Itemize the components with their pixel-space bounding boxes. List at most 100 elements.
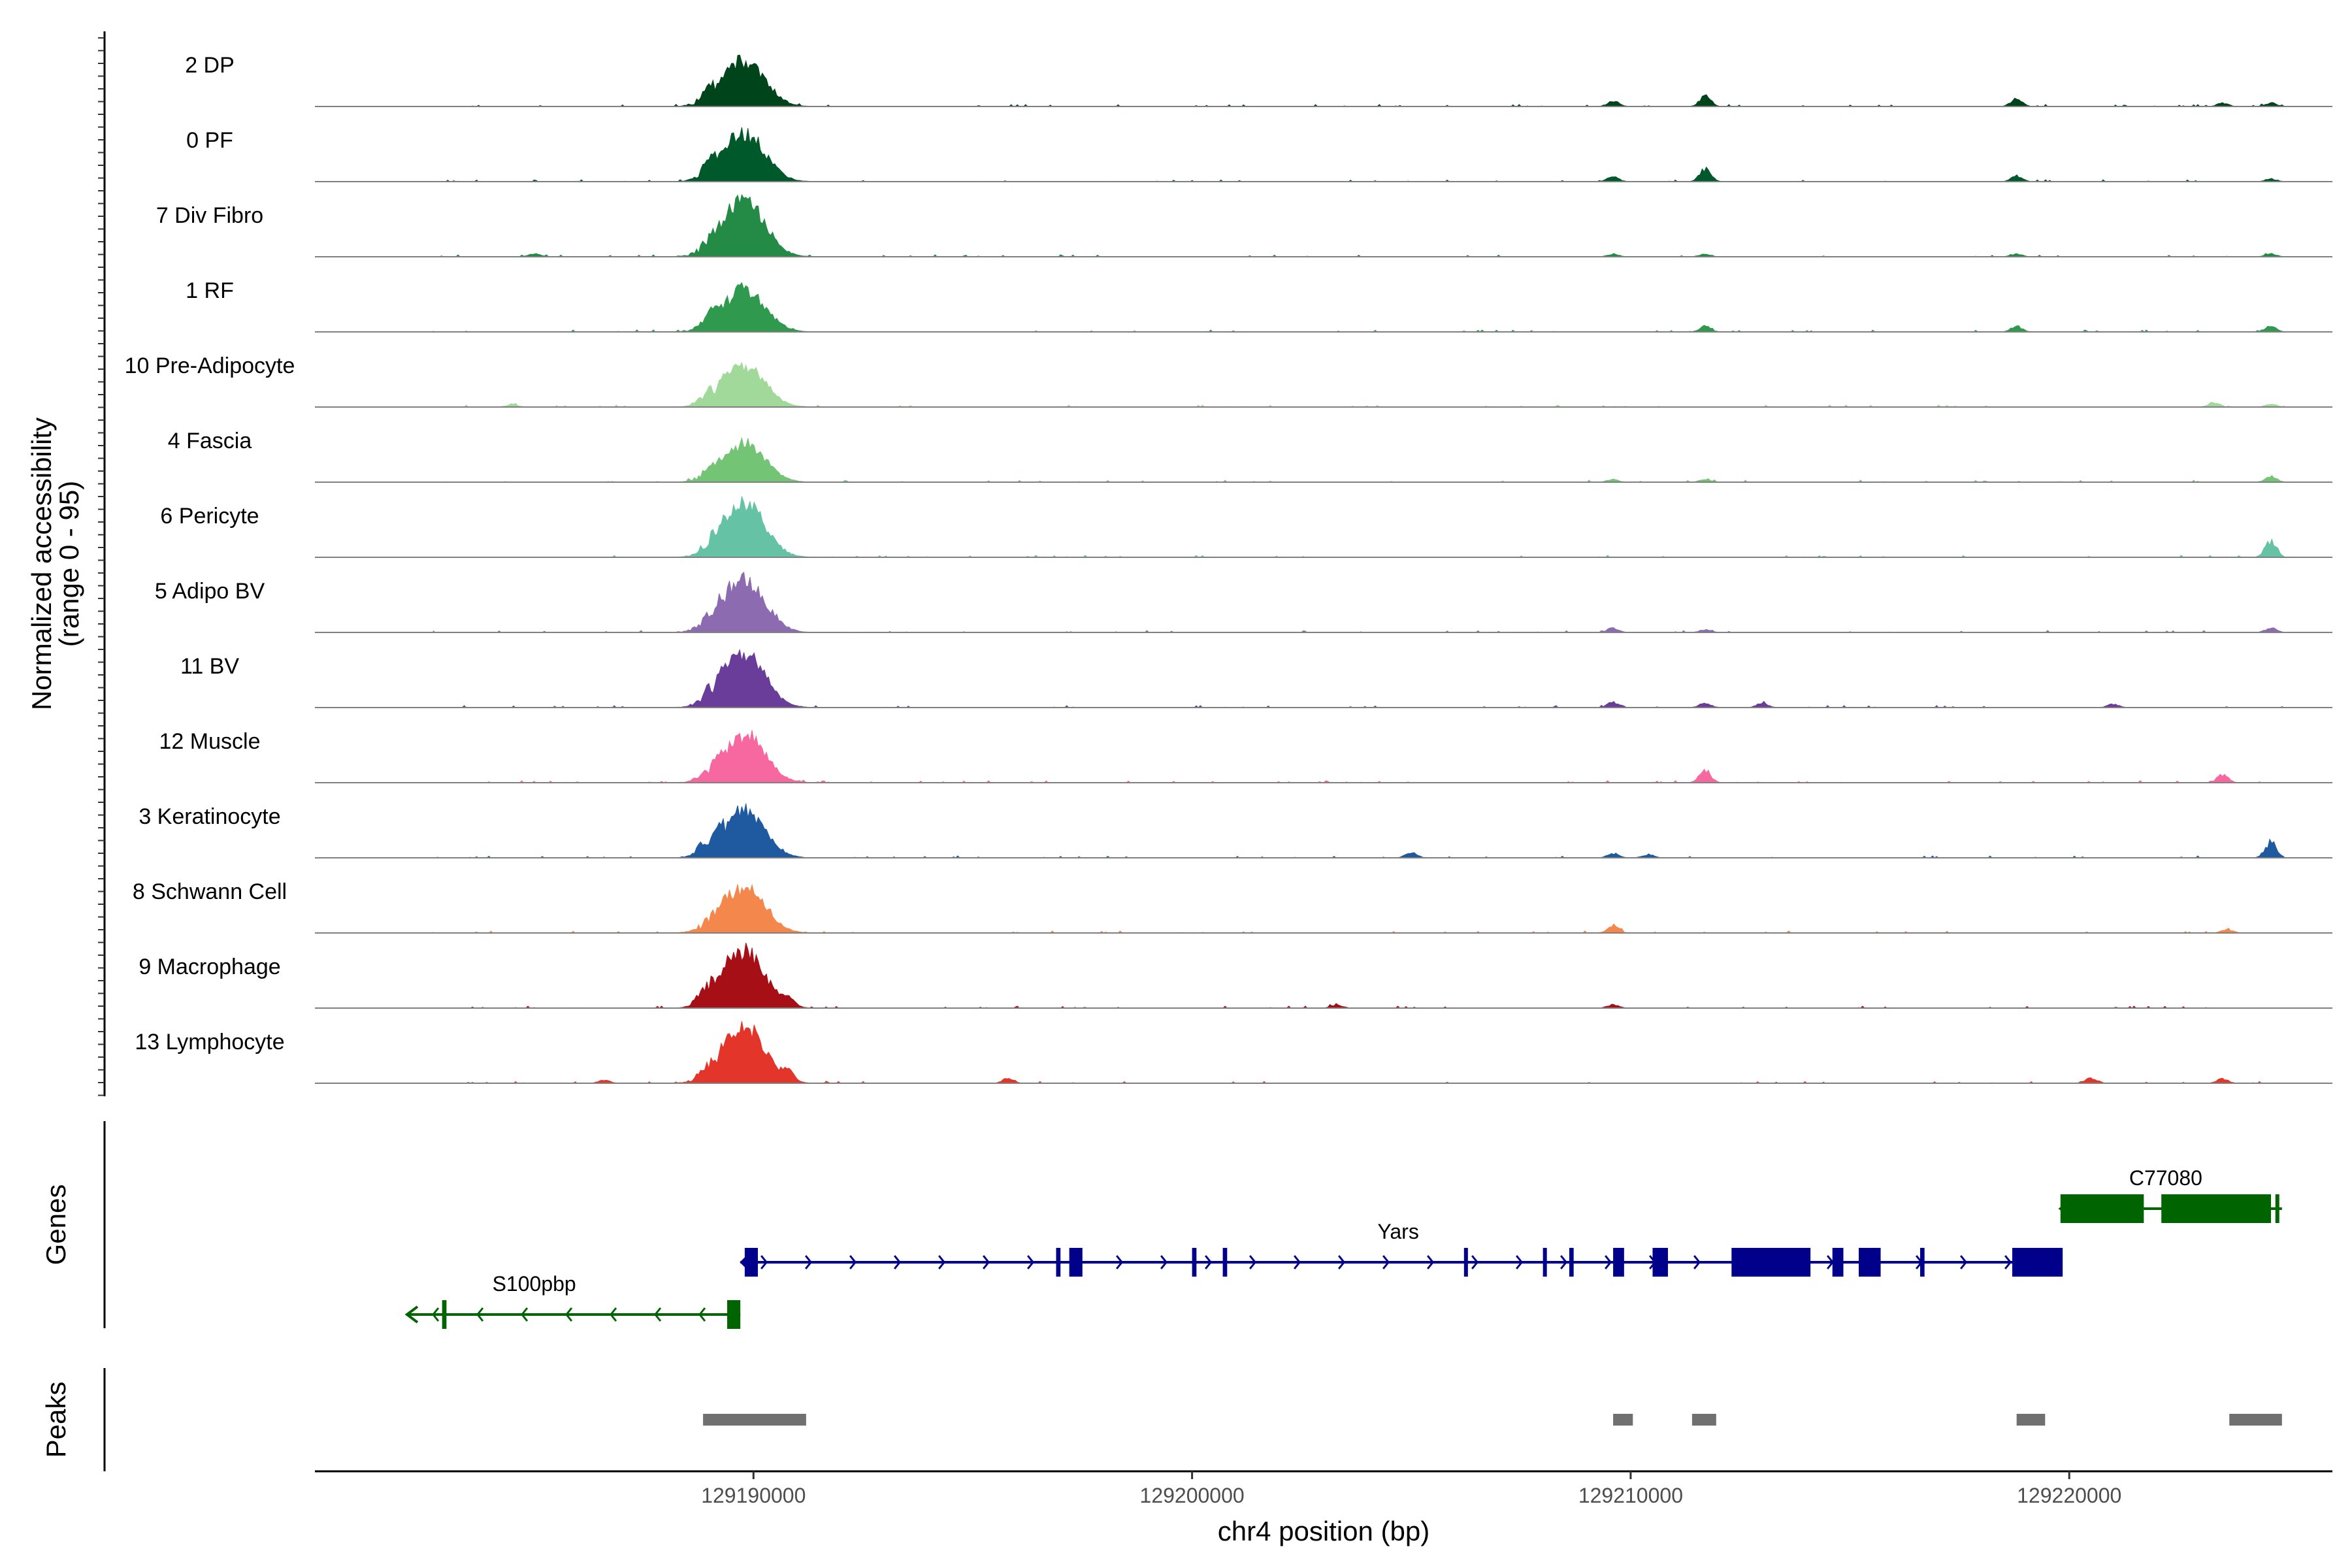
exon: [1858, 1248, 1881, 1277]
track-label: 4 Fascia: [168, 429, 252, 453]
strand-arrow: [432, 1307, 440, 1322]
exon: [1652, 1248, 1668, 1277]
strand-arrow: [1249, 1255, 1257, 1269]
peak-region: [703, 1414, 806, 1426]
track-label: 5 Adipo BV: [155, 579, 265, 604]
x-axis: chr4 position (bp) 129190000 129200000 129…: [315, 1470, 2332, 1546]
genes-panel-title: Genes: [41, 1184, 71, 1266]
strand-arrow: [1115, 1255, 1124, 1269]
exon: [1919, 1248, 1925, 1277]
exon: [1463, 1248, 1468, 1277]
strand-arrow: [1693, 1255, 1701, 1269]
strand-arrow: [1515, 1255, 1524, 1269]
exon: [744, 1248, 759, 1277]
peak-region: [2229, 1414, 2282, 1426]
gene-s100pbp: S100pbp: [404, 1272, 741, 1329]
track-8-schwann-cell: 8 Schwann Cell: [133, 879, 2332, 934]
exon: [1543, 1248, 1547, 1277]
strand-arrow: [1471, 1255, 1479, 1269]
exon: [1569, 1248, 1574, 1277]
coverage-area: [433, 282, 2285, 333]
exon: [1222, 1248, 1228, 1277]
track-9-macrophage: 9 Macrophage: [139, 943, 2332, 1009]
strand-arrow: [1026, 1255, 1035, 1269]
strand-arrow: [849, 1255, 857, 1269]
exon: [442, 1300, 447, 1329]
strand-arrow: [1426, 1255, 1435, 1269]
exon: [2060, 1194, 2144, 1223]
peaks-panel-title: Peaks: [41, 1382, 71, 1458]
exon: [1731, 1248, 1811, 1277]
strand-arrow: [1560, 1255, 1568, 1269]
exon: [2012, 1248, 2063, 1277]
peak-region: [1613, 1414, 1633, 1426]
coverage-area: [433, 127, 2285, 182]
strand-arrow: [698, 1307, 706, 1322]
track-1-rf: 1 RF: [186, 278, 2332, 333]
track-label: 3 Keratinocyte: [139, 804, 280, 829]
track-6-pericyte: 6 Pericyte: [160, 496, 2332, 558]
track-label: 0 PF: [186, 128, 233, 153]
strand-arrow: [1382, 1255, 1390, 1269]
y-axis-coverage: Normalized accessibility (range 0 - 95): [26, 31, 106, 1096]
track-label: 6 Pericyte: [160, 504, 259, 529]
strand-arrow: [565, 1307, 573, 1322]
gene-label: C77080: [2129, 1166, 2202, 1190]
track-label: 11 BV: [180, 654, 239, 679]
peaks-panel: Peaks: [41, 1368, 2282, 1471]
exon: [1192, 1248, 1197, 1277]
track-2-dp: 2 DP: [185, 53, 2332, 107]
exon: [1056, 1248, 1061, 1277]
y-axis-title-line2: (range 0 - 95): [54, 481, 84, 647]
x-tick-label: 129220000: [2017, 1484, 2121, 1507]
exon: [2275, 1194, 2279, 1223]
strand-arrow: [1293, 1255, 1301, 1269]
track-10-pre-adipocyte: 10 Pre-Adipocyte: [125, 353, 2332, 408]
gene-c77080: C77080: [2058, 1166, 2282, 1223]
strand-end-arrow: [404, 1305, 419, 1324]
strand-arrow: [521, 1307, 529, 1322]
strand-arrow: [2004, 1255, 2012, 1269]
strand-arrow: [476, 1307, 484, 1322]
track-label: 12 Muscle: [159, 729, 261, 754]
track-label: 13 Lymphocyte: [135, 1030, 284, 1054]
strand-arrow: [1959, 1255, 1968, 1269]
accessibility-tracks: 2 DP 0 PF 7 Div Fibro 1 RF 10 Pre-Adipocyte 4…: [125, 53, 2332, 1084]
strand-arrow: [1337, 1255, 1346, 1269]
track-12-muscle: 12 Muscle: [159, 729, 2332, 783]
x-axis-title: chr4 position (bp): [1218, 1516, 1430, 1546]
strand-arrow: [938, 1255, 946, 1269]
coverage-area: [433, 54, 2285, 107]
track-7-div-fibro: 7 Div Fibro: [156, 193, 2332, 257]
coverage-area: [433, 883, 2285, 934]
exon: [1613, 1248, 1624, 1277]
strand-arrow: [804, 1255, 813, 1269]
coverage-area: [433, 943, 2285, 1009]
track-4-fascia: 4 Fascia: [168, 429, 2332, 483]
x-tick-label: 129200000: [1140, 1484, 1245, 1507]
exon: [1832, 1248, 1844, 1277]
coverage-area: [433, 436, 2285, 483]
track-11-bv: 11 BV: [180, 649, 2332, 708]
track-3-keratinocyte: 3 Keratinocyte: [139, 803, 2332, 858]
track-13-lymphocyte: 13 Lymphocyte: [135, 1021, 2332, 1084]
coverage-area: [433, 193, 2285, 257]
strand-arrow: [1204, 1255, 1213, 1269]
track-label: 10 Pre-Adipocyte: [125, 353, 295, 378]
track-label: 9 Macrophage: [139, 955, 280, 979]
exon: [2161, 1194, 2272, 1223]
strand-arrow: [654, 1307, 662, 1322]
coverage-area: [433, 730, 2285, 783]
track-label: 2 DP: [185, 53, 235, 78]
strand-arrow: [893, 1255, 902, 1269]
coverage-area: [433, 361, 2285, 408]
track-0-pf: 0 PF: [186, 127, 2332, 182]
gene-yars: Yars: [740, 1220, 2063, 1277]
strand-arrow: [760, 1255, 768, 1269]
gene-annotation-panel: Genes S100pbp Yars C77080: [41, 1121, 2282, 1329]
peak-region: [2016, 1414, 2046, 1426]
track-label: 7 Div Fibro: [156, 203, 263, 228]
coverage-area: [433, 803, 2285, 858]
coverage-area: [433, 572, 2285, 633]
